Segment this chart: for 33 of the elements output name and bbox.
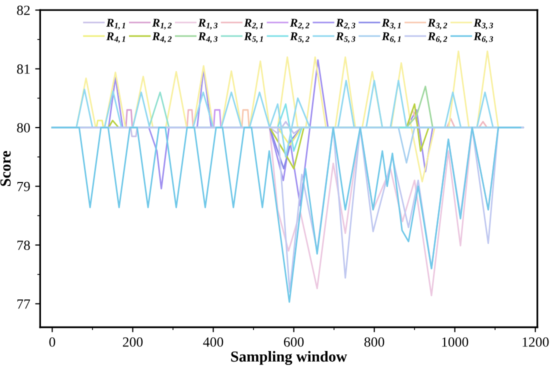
legend-label: R$_{3,1}$: [382, 18, 401, 30]
x-tick-label: 0: [49, 337, 56, 347]
legend-label: R$_{3,2}$: [428, 18, 448, 30]
x-tick-label: 400: [203, 337, 224, 347]
legend-label: R$_{2,2}$: [290, 18, 310, 30]
legend-label: R$_{4,1}$: [106, 32, 126, 44]
x-tick-label: 200: [122, 337, 143, 347]
x-tick-label: 800: [364, 337, 384, 347]
x-tick-label: 600: [284, 337, 304, 347]
legend-label: R$_{3,3}$: [474, 18, 494, 30]
legend-label: R$_{1,1}$: [106, 18, 126, 30]
y-tick-label: 79: [17, 182, 30, 192]
y-tick-label: 82: [17, 6, 30, 16]
legend-label: R$_{2,1}$: [244, 18, 263, 30]
legend-label: R$_{6,1}$: [382, 32, 401, 44]
legend-label: R$_{5,1}$: [244, 32, 263, 44]
legend-label: R$_{4,2}$: [152, 32, 172, 44]
x-tick-label: 1000: [442, 337, 468, 347]
y-tick-label: 80: [17, 123, 30, 133]
y-tick-label: 78: [17, 240, 30, 250]
y-axis-title: Score: [0, 150, 11, 186]
legend-label: R$_{6,3}$: [474, 32, 494, 44]
legend-label: R$_{5,3}$: [336, 32, 356, 44]
legend-label: R$_{4,3}$: [198, 32, 218, 44]
x-axis-title: Sampling window: [231, 350, 348, 365]
y-tick-label: 81: [17, 64, 30, 74]
legend-label: R$_{1,3}$: [198, 18, 218, 30]
legend-label: R$_{5,2}$: [290, 32, 310, 44]
x-tick-label: 1200: [522, 337, 549, 347]
y-tick-label: 77: [17, 299, 30, 309]
legend-label: R$_{1,2}$: [152, 18, 172, 30]
legend-label: R$_{2,3}$: [336, 18, 356, 30]
legend-label: R$_{6,2}$: [428, 32, 448, 44]
